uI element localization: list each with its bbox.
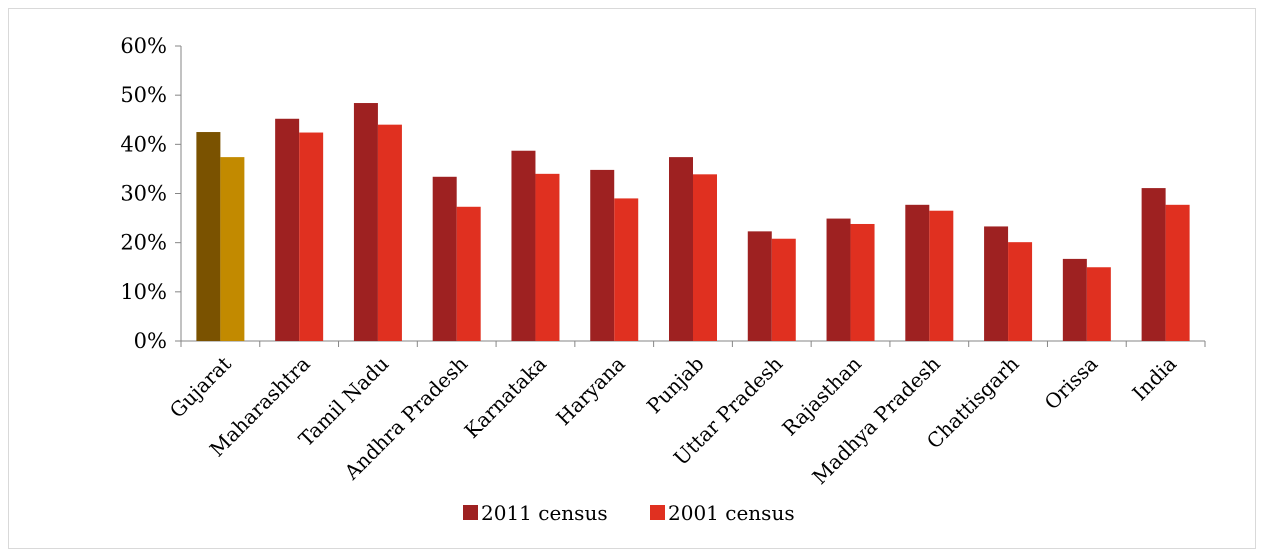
category-label: Gujarat	[165, 352, 236, 423]
y-axis: 0% 10% 20% 30% 40% 50% 60%	[120, 34, 182, 353]
bar-orissa-series-1	[1062, 258, 1087, 341]
bar-orissa-series-2	[1086, 267, 1111, 341]
legend-label: 2011 census	[481, 501, 608, 525]
bar-chattisgarh-series-2	[1008, 242, 1033, 341]
y-tick-label: 50%	[120, 83, 167, 107]
bar-tamil-nadu-series-2	[377, 124, 402, 342]
bar-andhra-pradesh-series-1	[432, 176, 457, 341]
bar-madhya-pradesh-series-2	[929, 210, 954, 341]
bar-chattisgarh-series-1	[984, 226, 1009, 341]
y-tick-label: 20%	[120, 231, 167, 255]
bar-punjab-series-1	[669, 157, 693, 341]
category-label: India	[1127, 352, 1181, 406]
bar-maharashtra-series-1	[275, 118, 300, 342]
category-label: Orissa	[1040, 352, 1103, 415]
bar-rajasthan-series-1	[826, 218, 851, 341]
category-label: Punjab	[642, 352, 709, 419]
bar-rajasthan-series-2	[850, 223, 875, 341]
legend-swatch	[463, 505, 478, 520]
bar-tamil-nadu-series-1	[353, 103, 378, 342]
bar-karnataka-series-1	[511, 150, 536, 341]
y-tick-label: 30%	[120, 182, 167, 206]
bar-gujarat-series-2	[220, 157, 245, 341]
x-axis	[180, 340, 1206, 347]
bar-india-series-1	[1141, 188, 1166, 341]
y-tick-label: 0%	[134, 329, 167, 353]
y-tick-label: 40%	[120, 132, 167, 156]
bar-uttar-pradesh-series-1	[747, 231, 772, 341]
y-tick-label: 60%	[120, 34, 167, 58]
bar-punjab-series-2	[693, 174, 717, 341]
bar-maharashtra-series-2	[299, 132, 324, 341]
y-tick-label: 10%	[120, 280, 167, 304]
bar-madhya-pradesh-series-1	[905, 204, 930, 341]
bars	[196, 103, 1190, 342]
bar-gujarat-series-1	[196, 132, 221, 341]
bar-haryana-series-1	[590, 169, 615, 341]
bar-haryana-series-2	[614, 198, 639, 341]
legend-label: 2001 census	[668, 501, 795, 525]
category-label: Haryana	[551, 352, 630, 431]
bar-andhra-pradesh-series-2	[456, 206, 481, 341]
category-label: Karnataka	[460, 352, 551, 443]
bar-karnataka-series-2	[535, 173, 560, 341]
chart-frame: 0% 10% 20% 30% 40% 50% 60% Gujarat Maharashtra T…	[8, 8, 1256, 549]
bar-chart: 0% 10% 20% 30% 40% 50% 60% GujaratMaharashtraT…	[120, 34, 1206, 525]
legend: 2011 census 2001 census	[463, 501, 795, 525]
bar-india-series-2	[1165, 204, 1190, 341]
bar-uttar-pradesh-series-2	[771, 238, 796, 341]
legend-swatch	[650, 505, 665, 520]
